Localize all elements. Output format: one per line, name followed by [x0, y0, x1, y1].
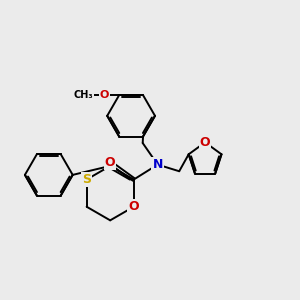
- Text: N: N: [152, 158, 163, 171]
- Text: O: O: [128, 200, 139, 213]
- Text: O: O: [200, 136, 210, 149]
- Text: S: S: [82, 173, 91, 186]
- Text: O: O: [104, 156, 115, 169]
- Text: CH₃: CH₃: [74, 90, 93, 100]
- Text: O: O: [100, 90, 109, 100]
